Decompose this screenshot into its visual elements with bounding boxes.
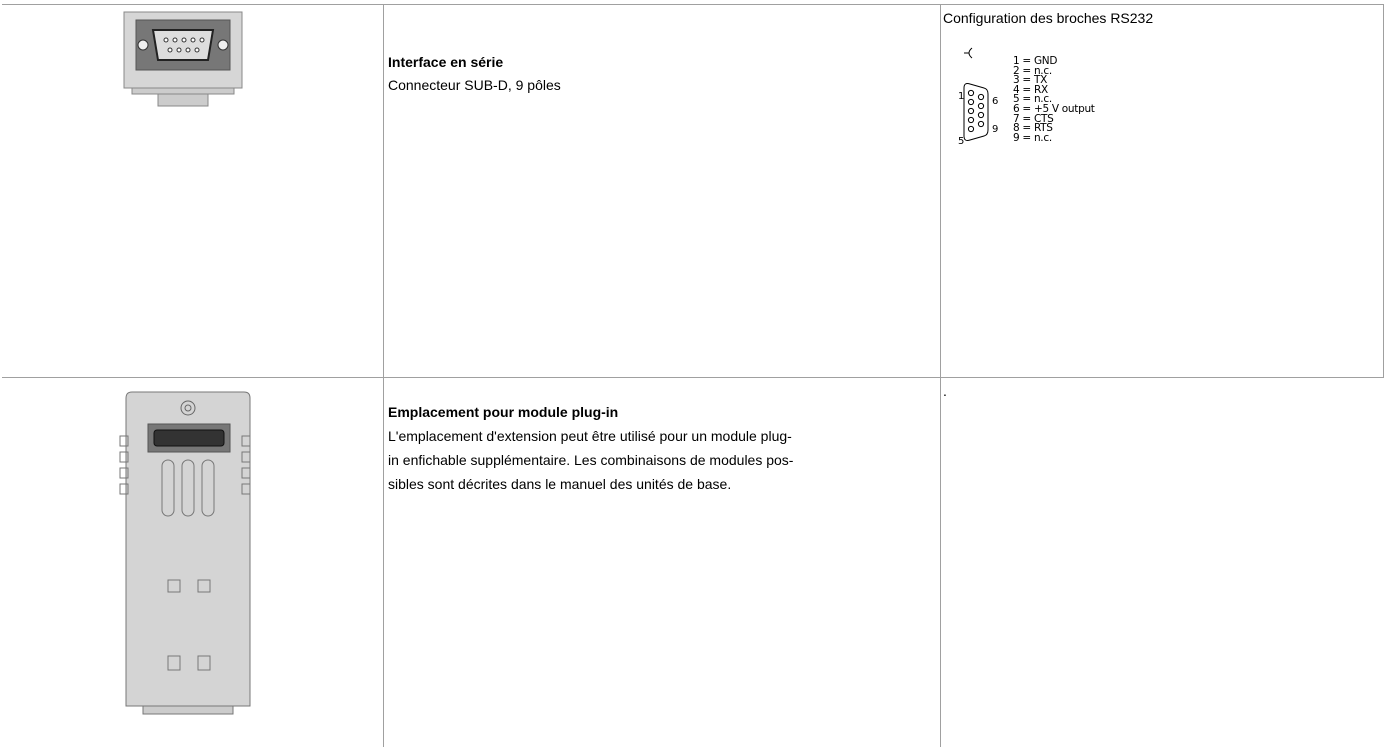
pin-assignment: 4 = RX [1013,83,1048,96]
pin-assignment: 3 = TX [1013,74,1047,87]
pin-number: 6 [992,96,998,107]
pin-assignment: 8 = RTS [1013,122,1053,135]
connector-image [123,11,243,107]
pin-assignment: 2 = n.c. [1013,64,1052,77]
pin-number: 5 [958,136,964,147]
pin-assignment: 9 = n.c. [1013,131,1052,144]
row-description: Connecteur SUB-D, 9 pôles [388,77,561,93]
pin-number: 1 [958,91,964,102]
pin-assignment: 6 = +5 V output [1013,103,1095,115]
module-image [119,391,251,715]
row-description: sibles sont décrites dans le manuel des … [388,476,732,492]
pin-diagram: 1 6 5 9 [958,47,998,147]
row-description: in enfichable supplémentaire. Les combin… [388,452,794,468]
table-border [1383,4,1384,378]
row-description: L'emplacement d'extension peut être util… [388,428,792,444]
row-title: Interface en série [388,54,504,70]
table-border [2,4,1384,5]
pin-number: 9 [992,124,998,135]
table-border [940,4,941,747]
pinout-title: Configuration des broches RS232 [943,10,1154,26]
table-border [2,377,1384,378]
row-note: . [943,383,947,399]
pin-assignment: 5 = n.c. [1013,93,1052,106]
pin-assignment: 7 = CTS [1013,112,1054,125]
row-title: Emplacement pour module plug-in [388,404,619,420]
table-border [383,4,384,747]
pin-assignment: 1 = GND [1013,55,1058,67]
